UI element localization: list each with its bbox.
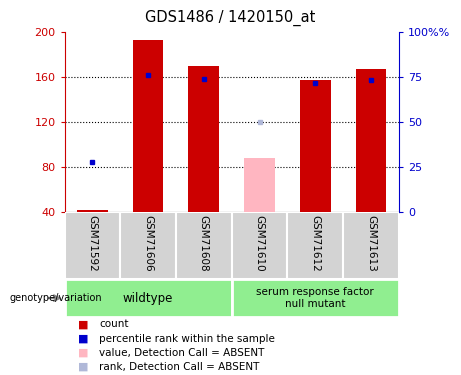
Text: ■: ■ <box>78 362 89 372</box>
Bar <box>65 212 120 279</box>
Text: GSM71613: GSM71613 <box>366 215 376 272</box>
Text: GSM71610: GSM71610 <box>254 215 265 272</box>
Bar <box>231 279 399 317</box>
Text: GDS1486 / 1420150_at: GDS1486 / 1420150_at <box>145 9 316 26</box>
Text: GSM71608: GSM71608 <box>199 215 209 272</box>
Text: GSM71612: GSM71612 <box>310 215 320 272</box>
Bar <box>189 66 219 212</box>
Text: GSM71606: GSM71606 <box>143 215 153 272</box>
Bar <box>120 212 176 279</box>
Text: ■: ■ <box>78 320 89 329</box>
Bar <box>65 279 231 317</box>
Bar <box>231 212 287 279</box>
Bar <box>287 212 343 279</box>
Text: serum response factor
null mutant: serum response factor null mutant <box>256 287 374 309</box>
Bar <box>77 210 108 212</box>
Text: GSM71592: GSM71592 <box>88 215 97 272</box>
Text: percentile rank within the sample: percentile rank within the sample <box>99 334 275 344</box>
Bar <box>343 212 399 279</box>
Text: ■: ■ <box>78 334 89 344</box>
Text: genotype/variation: genotype/variation <box>9 293 102 303</box>
Text: count: count <box>99 320 129 329</box>
Bar <box>300 80 331 212</box>
Bar <box>244 158 275 212</box>
Text: ■: ■ <box>78 348 89 358</box>
Text: wildtype: wildtype <box>123 292 173 304</box>
Bar <box>133 40 163 212</box>
Bar <box>355 69 386 212</box>
Text: value, Detection Call = ABSENT: value, Detection Call = ABSENT <box>99 348 265 358</box>
Text: rank, Detection Call = ABSENT: rank, Detection Call = ABSENT <box>99 362 260 372</box>
Bar <box>176 212 231 279</box>
